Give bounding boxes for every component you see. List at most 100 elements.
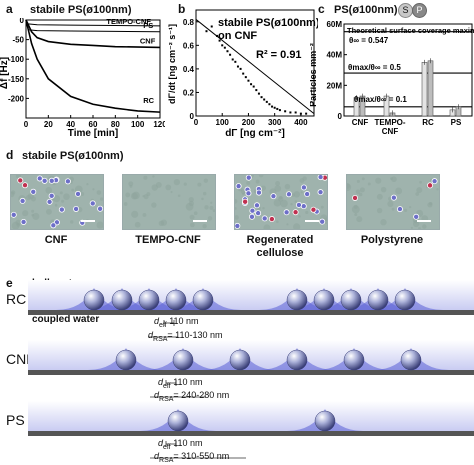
- panel-e-letter: e: [6, 276, 13, 290]
- panel-c-ylabel: Particles mm⁻²: [310, 43, 318, 107]
- c-category-label: RC: [422, 118, 434, 127]
- micrograph-texture: [142, 213, 147, 217]
- micrograph-texture: [347, 183, 352, 192]
- micrograph-texture: [284, 183, 291, 190]
- particle: [36, 175, 43, 182]
- particle: [58, 206, 65, 213]
- particle: [235, 183, 242, 190]
- adsorbed-particle: [138, 289, 160, 311]
- micrograph-texture: [275, 181, 281, 186]
- cnf-d-eff: deff 110 nm: [158, 377, 203, 390]
- panel-b-chart: 0 0.2 0.4 0.6 0.8 0 100 200 300 400 stabile PS(ø1…: [168, 9, 318, 138]
- b-point: [226, 50, 229, 53]
- b-ytick-label: 0.2: [183, 88, 195, 97]
- micrograph-texture: [188, 200, 194, 207]
- micrograph-texture: [189, 214, 195, 220]
- b-point: [278, 109, 281, 112]
- rc-d-rsa-symbol: d: [148, 330, 154, 340]
- b-point: [210, 25, 213, 28]
- b-point: [257, 92, 260, 95]
- particle: [30, 188, 37, 195]
- b-point: [218, 39, 221, 42]
- micrograph-label-tempo-cnf: TEMPO-CNF: [135, 234, 201, 246]
- micrograph-texture: [427, 202, 433, 208]
- b-ytick-label: 0.6: [183, 41, 195, 50]
- badge-p: P: [412, 3, 427, 18]
- micrograph-texture: [204, 205, 209, 210]
- micrograph-texture: [207, 216, 213, 221]
- micrograph-regenerated-cellulose: [234, 174, 328, 230]
- particle: [310, 206, 317, 213]
- b-ytick-label: 0.4: [183, 65, 195, 74]
- micrograph-texture: [27, 193, 34, 200]
- micrograph-texture: [235, 198, 238, 204]
- micrograph-texture: [419, 180, 422, 184]
- a-xtick-label: 80: [111, 120, 120, 129]
- adsorbed-particle: [165, 289, 187, 311]
- micrograph-texture: [16, 223, 21, 227]
- micrograph-label-regenerated-cellulose: Regenerated cellulose: [246, 234, 314, 259]
- micrograph-texture: [193, 211, 198, 216]
- b-xtick-label: 300: [268, 118, 282, 127]
- rc-d-eff: deff 110 nm: [154, 316, 199, 329]
- particle: [292, 209, 299, 216]
- particle: [17, 177, 24, 184]
- micrograph-texture: [380, 219, 387, 226]
- micrograph-polystyrene: [346, 174, 440, 230]
- micrograph-texture: [96, 221, 103, 229]
- micrograph-texture: [212, 209, 215, 213]
- b-point: [215, 34, 218, 37]
- particle: [283, 209, 290, 216]
- b-fit-line: [195, 19, 315, 115]
- micrograph-texture: [129, 184, 133, 188]
- b-point: [242, 72, 245, 75]
- micrograph-texture: [123, 202, 128, 206]
- row-label-ps: PS: [6, 412, 25, 428]
- particle: [64, 178, 71, 185]
- particle: [396, 206, 403, 213]
- micrograph-texture: [61, 199, 65, 203]
- micrograph-texture: [152, 175, 155, 178]
- c-category-label: TEMPO-: [374, 118, 405, 127]
- micrograph-texture: [235, 207, 237, 210]
- particle: [317, 175, 324, 181]
- micrograph-texture: [298, 215, 301, 218]
- micrograph-texture: [395, 187, 403, 195]
- micrograph-texture: [320, 205, 324, 209]
- particle: [245, 175, 252, 181]
- micrograph-texture: [202, 191, 207, 196]
- panel-a-ylabel: Δf [Hz]: [0, 57, 10, 89]
- micrograph-texture: [22, 210, 29, 217]
- adsorbed-particle: [343, 349, 365, 371]
- adsorbed-particle: [192, 289, 214, 311]
- adsorbed-particle: [286, 349, 308, 371]
- particle: [285, 191, 292, 198]
- adsorbed-particle: [400, 349, 422, 371]
- b-point: [276, 107, 279, 110]
- micrograph-texture: [354, 213, 358, 217]
- micrograph-texture: [355, 189, 361, 195]
- micrograph-texture: [158, 220, 165, 226]
- panel-c-theta-inf: θ∞ = 0.547: [349, 36, 389, 45]
- micrograph-texture: [209, 205, 214, 210]
- a-series-cnf: [25, 19, 161, 49]
- b-point: [255, 89, 258, 92]
- c-category-label: PS: [451, 118, 462, 127]
- panel-a-title: stabile PS(ø100nm): [30, 4, 132, 16]
- cnf-d-rsa-symbol: d: [154, 390, 160, 400]
- micrograph-texture: [413, 220, 420, 228]
- micrograph-texture: [356, 216, 363, 223]
- b-ytick-label: 0.8: [183, 18, 195, 27]
- a-series-label: PS: [143, 21, 153, 30]
- panel-d-letter: d: [6, 148, 14, 162]
- micrograph-texture: [70, 220, 74, 224]
- micrograph-texture: [359, 187, 365, 193]
- adsorbed-particle: [111, 289, 133, 311]
- micrograph-texture: [409, 205, 412, 209]
- micrograph-texture: [183, 182, 187, 186]
- ps-d-eff-value: 110 nm: [173, 438, 203, 448]
- adsorbed-particle: [286, 289, 308, 311]
- panel-d-title: stabile PS(ø100nm): [22, 150, 124, 162]
- particle: [89, 200, 96, 207]
- b-point: [299, 112, 302, 115]
